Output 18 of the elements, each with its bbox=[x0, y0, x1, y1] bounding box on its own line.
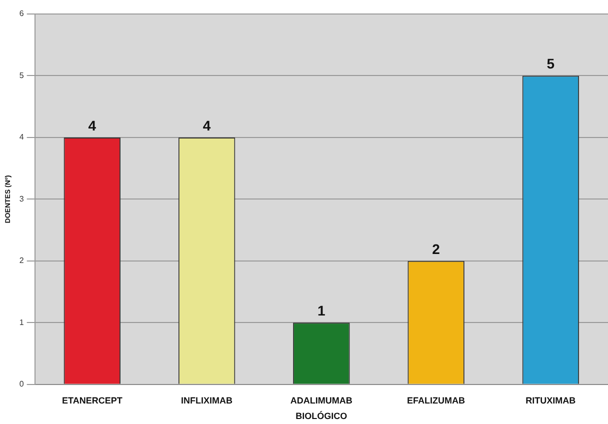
y-tick-label: 5 bbox=[19, 70, 24, 80]
data-label: 2 bbox=[432, 240, 440, 257]
x-tick-label: ADALIMUMAB bbox=[290, 395, 353, 406]
y-tick-label: 1 bbox=[19, 318, 24, 327]
y-tick-label: 6 bbox=[19, 9, 24, 18]
y-tick-label: 2 bbox=[19, 256, 24, 266]
data-label: 5 bbox=[546, 56, 555, 72]
y-tick-label: 4 bbox=[19, 132, 24, 142]
data-label: 4 bbox=[88, 117, 96, 134]
y-tick-label: 3 bbox=[19, 194, 24, 204]
x-tick-label: ETANERCEPT bbox=[62, 395, 123, 406]
data-label: 1 bbox=[318, 302, 326, 319]
x-tick-label: INFLIXIMAB bbox=[181, 395, 234, 406]
x-axis-title: BIOLÓGICO bbox=[296, 411, 348, 422]
y-tick-label: 0 bbox=[19, 380, 24, 389]
data-label: 4 bbox=[202, 117, 211, 134]
x-tick-label: RITUXIMAB bbox=[526, 395, 576, 406]
x-tick-label: EFALIZUMAB bbox=[407, 395, 466, 406]
